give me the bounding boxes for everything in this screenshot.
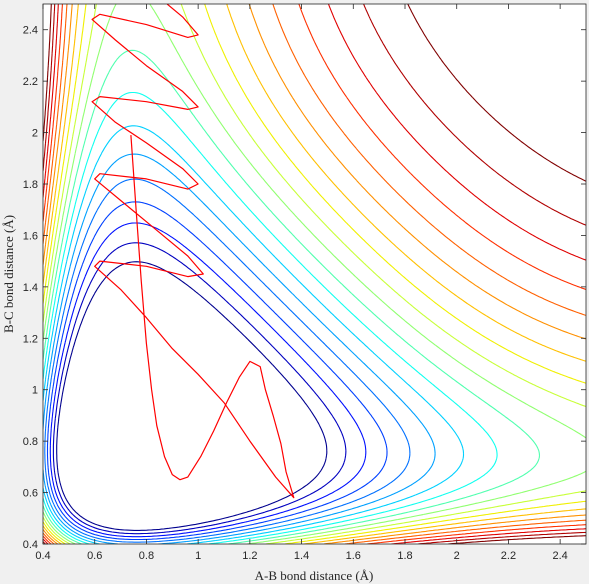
contour-level-13 <box>43 4 586 544</box>
contour-level-7 <box>43 125 465 544</box>
contour-level-9 <box>43 49 541 544</box>
y-tick-label: 1.8 <box>23 179 38 191</box>
x-axis-label: A-B bond distance (Å) <box>255 568 374 583</box>
trajectory-line <box>91 4 295 499</box>
x-tick-label: 1.8 <box>397 550 412 562</box>
contour-level-12 <box>43 4 586 544</box>
contour-level-3 <box>49 222 367 538</box>
y-tick-label: 1 <box>32 385 38 397</box>
x-tick-label: 0.6 <box>87 550 102 562</box>
x-tick-label: 1.6 <box>346 550 361 562</box>
contour-level-16 <box>43 4 586 544</box>
y-axis-label: B-C bond distance (Å) <box>1 215 16 333</box>
contour-level-15 <box>43 4 586 544</box>
y-tick-label: 1.4 <box>23 282 38 294</box>
contour-level-1 <box>56 261 328 531</box>
y-tick-label: 2 <box>32 128 38 140</box>
contour-level-4 <box>46 201 388 541</box>
y-tick-label: 1.6 <box>23 230 38 242</box>
contour-level-11 <box>43 4 586 544</box>
y-tick-label: 0.4 <box>23 539 38 551</box>
contour-lines <box>43 4 586 544</box>
x-tick-label: 2.4 <box>552 550 567 562</box>
y-tick-label: 2.4 <box>23 25 38 37</box>
x-tick-label: 1.4 <box>294 550 309 562</box>
contour-level-17 <box>43 4 586 544</box>
x-tick-label: 0.4 <box>35 550 50 562</box>
y-axis: 0.4 0.6 0.8 1 1.2 1.4 1.6 1.8 2 2.2 2.4 <box>23 25 586 551</box>
contour-level-5 <box>44 178 411 543</box>
x-tick-label: 0.8 <box>139 550 154 562</box>
x-tick-label: 1 <box>195 550 201 562</box>
contour-level-14 <box>43 4 586 544</box>
y-tick-label: 0.8 <box>23 436 38 448</box>
contour-level-8 <box>43 91 498 544</box>
y-tick-label: 2.2 <box>23 76 38 88</box>
trajectory <box>91 4 295 499</box>
contour-level-2 <box>52 242 347 535</box>
plot-frame <box>42 3 587 545</box>
y-tick-label: 0.6 <box>23 488 38 500</box>
x-axis: 0.4 0.6 0.8 1 1.2 1.4 1.6 1.8 2 2.2 2.4 <box>35 4 568 562</box>
x-tick-label: 1.2 <box>242 550 257 562</box>
x-tick-label: 2 <box>454 550 460 562</box>
contour-level-10 <box>43 4 586 544</box>
y-tick-label: 1.2 <box>23 333 38 345</box>
plot-area <box>43 4 586 544</box>
x-tick-label: 2.2 <box>501 550 516 562</box>
